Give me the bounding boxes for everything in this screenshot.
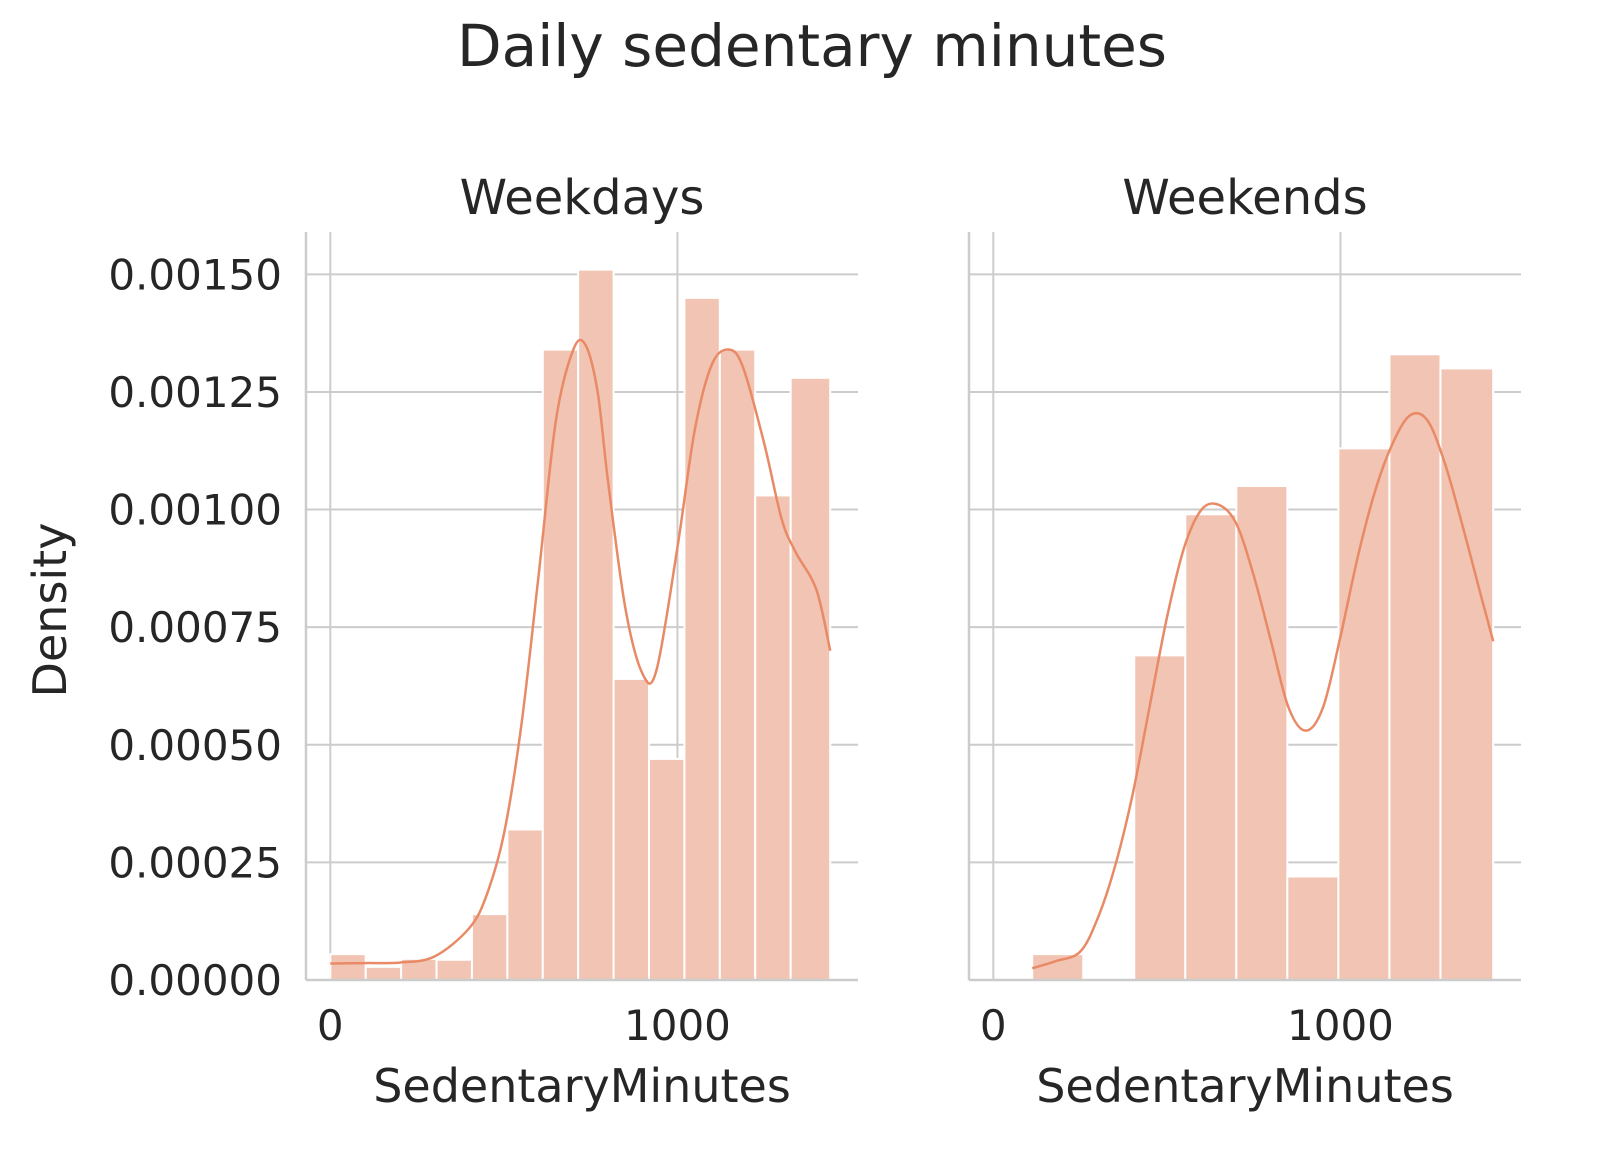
y-tick-label: 0.00075	[108, 603, 282, 652]
histogram-bar	[754, 494, 792, 981]
histogram-bar	[683, 296, 721, 981]
histogram-bar	[648, 757, 686, 981]
histogram-bar	[1388, 353, 1442, 981]
histogram-bar	[364, 965, 403, 982]
y-axis-label: Density	[23, 523, 77, 698]
y-tick-label: 0.00000	[108, 956, 282, 1005]
histogram-bar	[789, 376, 832, 981]
y-tick-label: 0.00125	[108, 368, 282, 417]
panel-weekends: 0 1000 SedentaryMinutes Weekends	[967, 170, 1521, 1113]
histogram-bar	[1133, 654, 1187, 981]
histogram-bar	[435, 958, 473, 981]
x-tick-label: 0	[317, 1001, 344, 1050]
histogram-bar	[1235, 485, 1289, 981]
histogram-bar	[329, 953, 367, 982]
x-axis-label: SedentaryMinutes	[373, 1059, 791, 1113]
histogram-bar	[718, 348, 757, 982]
kde-line	[330, 338, 832, 965]
y-tick-label: 0.00050	[108, 721, 282, 770]
histogram-bar	[506, 828, 544, 981]
histogram-bar	[1286, 875, 1340, 982]
kde-line	[1031, 411, 1495, 970]
y-tick-label: 0.00150	[108, 250, 282, 299]
histogram-bar	[1184, 513, 1238, 981]
histogram-bar	[541, 348, 580, 982]
y-tick-label: 0.00100	[108, 486, 282, 535]
chart-title: Daily sedentary minutes	[457, 12, 1167, 80]
x-tick-label: 1000	[624, 1001, 731, 1050]
x-axis-label: SedentaryMinutes	[1036, 1059, 1454, 1113]
x-tick-label: 0	[980, 1001, 1007, 1050]
y-tick-label: 0.00025	[108, 838, 282, 887]
panel-weekdays: 0.00000 0.00025 0.00050 0.00075 0.00100 0.001…	[108, 170, 858, 1113]
x-tick-label: 1000	[1287, 1001, 1394, 1050]
histogram-bar	[612, 677, 651, 981]
panel-subtitle: Weekends	[1122, 170, 1367, 226]
histogram-bar	[1439, 367, 1495, 981]
histogram-bar	[1337, 447, 1391, 981]
panel-subtitle: Weekdays	[460, 170, 705, 226]
histogram-bar	[470, 913, 509, 981]
